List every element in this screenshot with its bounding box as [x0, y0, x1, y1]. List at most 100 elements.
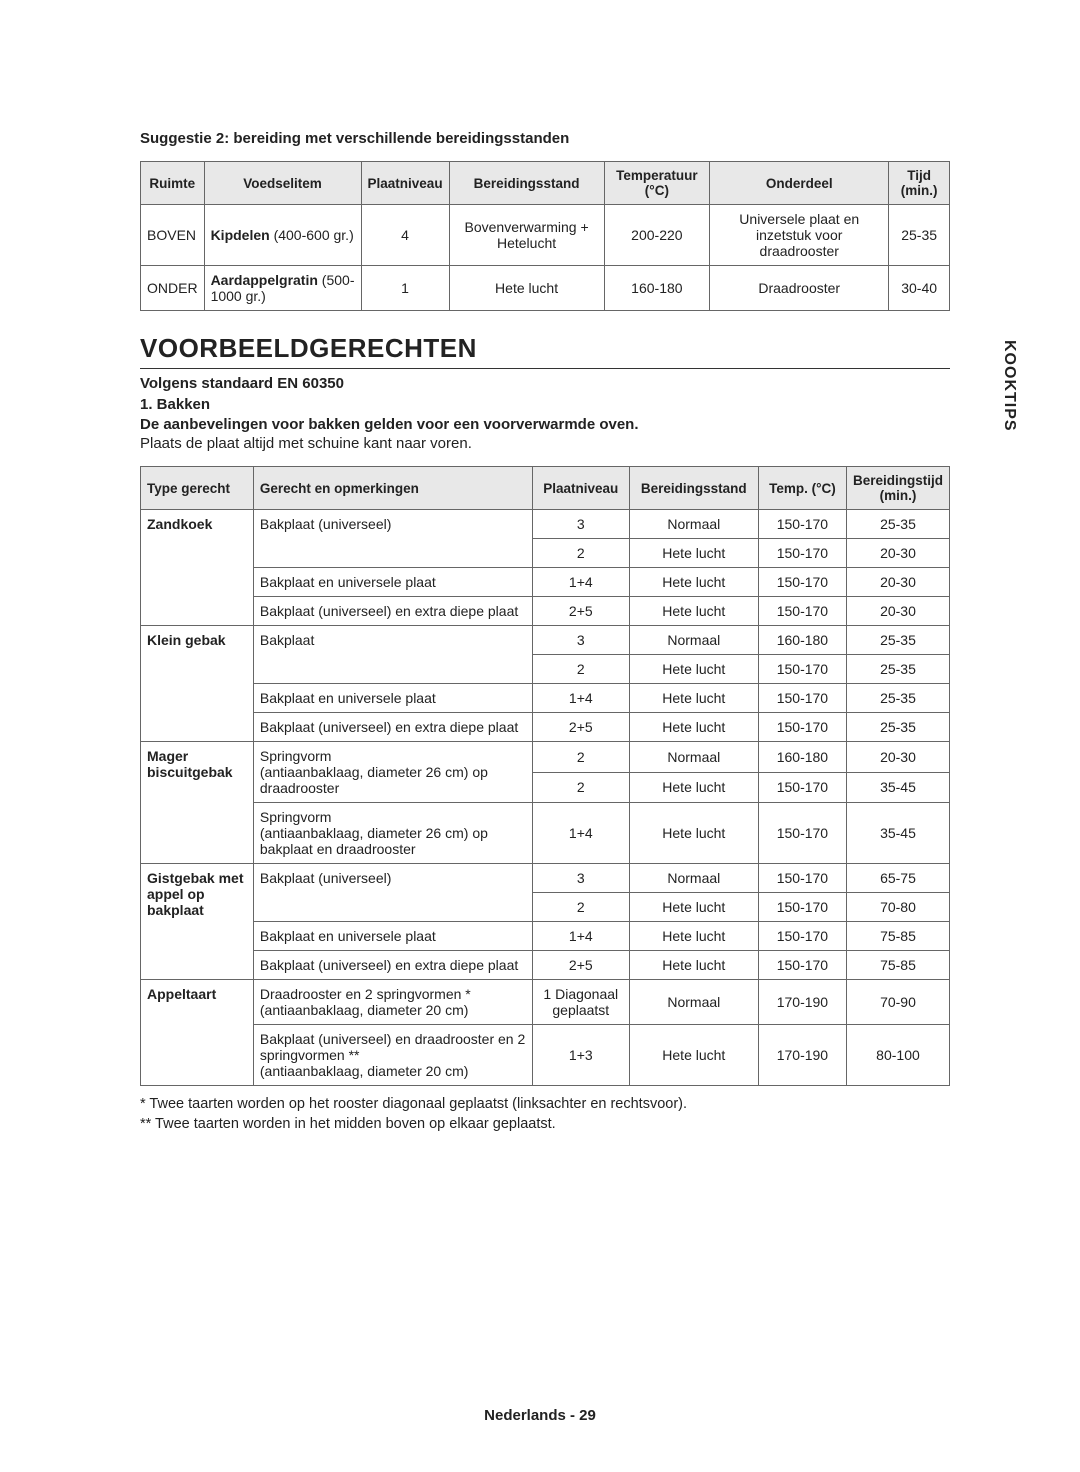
table-cell: Hete lucht — [629, 539, 758, 568]
bakken-note-bold: De aanbevelingen voor bakken gelden voor… — [140, 416, 950, 433]
type-cell: Gistgebak met appel op bakplaat — [141, 864, 254, 980]
table-cell: Hete lucht — [629, 803, 758, 864]
table-cell: 25-35 — [846, 684, 949, 713]
gerecht-cell: Bakplaat (universeel) — [253, 510, 532, 568]
table-row: Bakplaat (universeel) en draadrooster en… — [141, 1025, 950, 1086]
table-cell: 25-35 — [846, 510, 949, 539]
footnote-1: * Twee taarten worden op het rooster dia… — [140, 1094, 950, 1114]
table-cell: 1 Diagonaal geplaatst — [532, 980, 629, 1025]
table-cell: 150-170 — [758, 510, 846, 539]
table-cell: Normaal — [629, 510, 758, 539]
table-row: Bakplaat (universeel) en extra diepe pla… — [141, 597, 950, 626]
gerecht-cell: Springvorm(antiaanbaklaag, diameter 26 c… — [253, 742, 532, 803]
table-cell: 150-170 — [758, 539, 846, 568]
table-cell: Aardappelgratin (500-1000 gr.) — [204, 266, 361, 311]
table-cell: 150-170 — [758, 655, 846, 684]
table-row: Bakplaat en universele plaat1+4Hete luch… — [141, 684, 950, 713]
table-cell: Hete lucht — [629, 568, 758, 597]
gerecht-cell: Bakplaat (universeel) en extra diepe pla… — [253, 597, 532, 626]
column-header: Temperatuur (°C) — [604, 162, 710, 205]
table-cell: 20-30 — [846, 539, 949, 568]
gerecht-cell: Bakplaat (universeel) en extra diepe pla… — [253, 951, 532, 980]
table-cell: Normaal — [629, 980, 758, 1025]
column-header: Tijd (min.) — [889, 162, 950, 205]
table-cell: Hete lucht — [629, 597, 758, 626]
table-cell: Hete lucht — [629, 772, 758, 803]
column-header: Bereidingstijd (min.) — [846, 467, 949, 510]
table-cell: 2+5 — [532, 713, 629, 742]
table-cell: 1+4 — [532, 922, 629, 951]
table-cell: 25-35 — [846, 713, 949, 742]
page: KOOKTIPS Suggestie 2: bereiding met vers… — [0, 0, 1080, 1472]
table-cell: 1+4 — [532, 684, 629, 713]
table-cell: 3 — [532, 626, 629, 655]
column-header: Temp. (°C) — [758, 467, 846, 510]
table-cell: 4 — [361, 205, 449, 266]
table-row: ONDERAardappelgratin (500-1000 gr.)1Hete… — [141, 266, 950, 311]
table-cell: 1 — [361, 266, 449, 311]
table-cell: 1+4 — [532, 568, 629, 597]
side-tab-kooktips: KOOKTIPS — [1000, 340, 1018, 432]
table-row: Bakplaat (universeel) en extra diepe pla… — [141, 713, 950, 742]
table-cell: 160-180 — [758, 626, 846, 655]
table-cell: Hete lucht — [629, 713, 758, 742]
bakken-note-plain: Plaats de plaat altijd met schuine kant … — [140, 435, 950, 452]
table-cell: 2+5 — [532, 951, 629, 980]
table-cell: Bovenverwarming + Hetelucht — [449, 205, 604, 266]
table-row: Springvorm(antiaanbaklaag, diameter 26 c… — [141, 803, 950, 864]
column-header: Voedselitem — [204, 162, 361, 205]
table-cell: 20-30 — [846, 742, 949, 773]
table-cell: Kipdelen (400-600 gr.) — [204, 205, 361, 266]
table-row: AppeltaartDraadrooster en 2 springvormen… — [141, 980, 950, 1025]
standard-line: Volgens standaard EN 60350 — [140, 375, 950, 392]
main-heading: VOORBEELDGERECHTEN — [140, 333, 950, 369]
table-cell: Hete lucht — [629, 893, 758, 922]
table-cell: Hete lucht — [629, 951, 758, 980]
table-row: Mager biscuitgebakSpringvorm(antiaanbakl… — [141, 742, 950, 773]
gerecht-cell: Bakplaat en universele plaat — [253, 568, 532, 597]
table-cell: 25-35 — [846, 626, 949, 655]
table-cell: Universele plaat en inzetstuk voor draad… — [710, 205, 889, 266]
gerecht-cell: Bakplaat (universeel) — [253, 864, 532, 922]
table-row: Gistgebak met appel op bakplaatBakplaat … — [141, 864, 950, 893]
table-cell: 30-40 — [889, 266, 950, 311]
gerecht-cell: Springvorm(antiaanbaklaag, diameter 26 c… — [253, 803, 532, 864]
table-cell: 20-30 — [846, 568, 949, 597]
table-cell: 25-35 — [889, 205, 950, 266]
gerecht-cell: Bakplaat en universele plaat — [253, 922, 532, 951]
table-cell: 1+3 — [532, 1025, 629, 1086]
table-cell: 2 — [532, 893, 629, 922]
table-cell: 150-170 — [758, 684, 846, 713]
page-footer: Nederlands - 29 — [0, 1407, 1080, 1424]
table-cell: 150-170 — [758, 568, 846, 597]
column-header: Plaatniveau — [532, 467, 629, 510]
table-row: Bakplaat (universeel) en extra diepe pla… — [141, 951, 950, 980]
gerecht-cell: Bakplaat (universeel) en extra diepe pla… — [253, 713, 532, 742]
table-cell: 150-170 — [758, 713, 846, 742]
table-cell: 20-30 — [846, 597, 949, 626]
table-body: BOVENKipdelen (400-600 gr.)4Bovenverwarm… — [141, 205, 950, 311]
table-cell: 200-220 — [604, 205, 710, 266]
table-cell: 170-190 — [758, 1025, 846, 1086]
table-cell: 2 — [532, 742, 629, 773]
type-cell: Mager biscuitgebak — [141, 742, 254, 864]
column-header: Plaatniveau — [361, 162, 449, 205]
table-row: Bakplaat en universele plaat1+4Hete luch… — [141, 922, 950, 951]
table-row: ZandkoekBakplaat (universeel)3Normaal150… — [141, 510, 950, 539]
table-cell: Normaal — [629, 864, 758, 893]
table-cell: 2+5 — [532, 597, 629, 626]
table-suggestion: RuimteVoedselitemPlaatniveauBereidingsst… — [140, 161, 950, 311]
table-cell: 2 — [532, 772, 629, 803]
table-cell: Hete lucht — [449, 266, 604, 311]
table-row: Bakplaat en universele plaat1+4Hete luch… — [141, 568, 950, 597]
table-cell: Hete lucht — [629, 684, 758, 713]
column-header: Bereidingsstand — [629, 467, 758, 510]
table-cell: 3 — [532, 864, 629, 893]
table-cell: 75-85 — [846, 922, 949, 951]
table-cell: 160-180 — [604, 266, 710, 311]
table-cell: 1+4 — [532, 803, 629, 864]
type-cell: Zandkoek — [141, 510, 254, 626]
gerecht-cell: Draadrooster en 2 springvormen *(antiaan… — [253, 980, 532, 1025]
table-cell: 150-170 — [758, 922, 846, 951]
table-row: Type gerechtGerecht en opmerkingenPlaatn… — [141, 467, 950, 510]
